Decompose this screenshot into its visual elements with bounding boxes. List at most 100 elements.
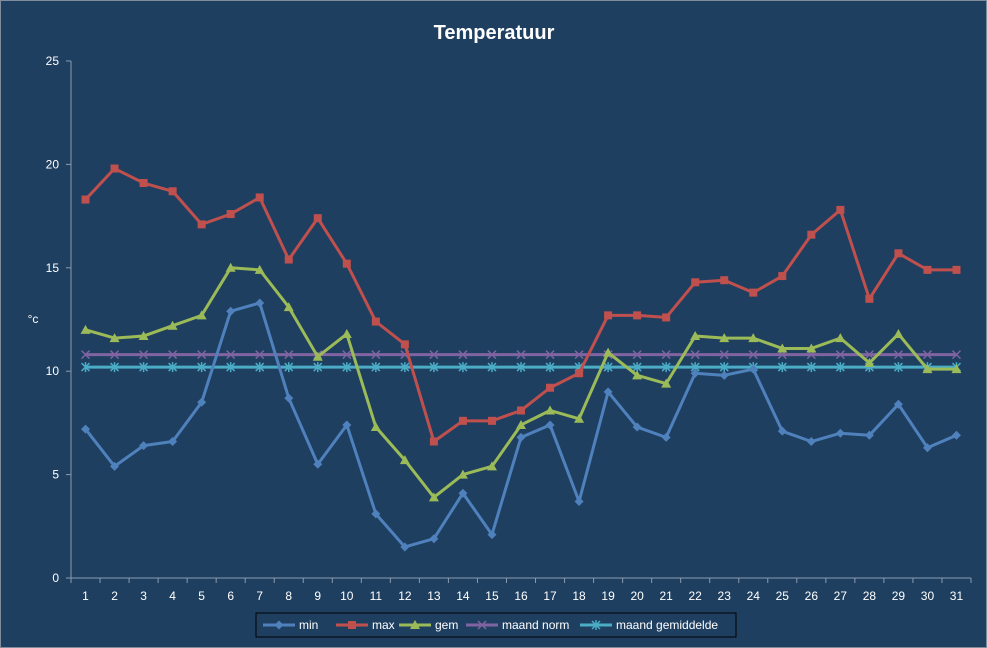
data-point-max [575, 369, 584, 378]
data-point-max [807, 230, 816, 239]
y-tick-label: 20 [46, 157, 60, 171]
data-point-max [546, 383, 555, 392]
data-point-gem [806, 343, 817, 353]
y-tick-label: 25 [46, 54, 60, 68]
legend-marker [348, 621, 356, 629]
legend-entry-gem: gem [399, 618, 458, 632]
data-point-min [400, 542, 410, 552]
data-point-gem [603, 347, 614, 357]
data-point-maand-gemiddelde [661, 362, 671, 373]
x-tick-label: 6 [227, 589, 234, 603]
data-point-max [691, 278, 700, 287]
data-point-gem [399, 455, 410, 465]
data-point-min [690, 368, 700, 378]
data-point-gem [719, 333, 730, 343]
legend-label: maand norm [502, 618, 569, 632]
data-point-max [284, 255, 293, 264]
data-point-max [836, 205, 845, 214]
data-point-max [429, 437, 438, 446]
series-line-max [84, 167, 957, 444]
x-tick-label: 11 [370, 589, 383, 603]
data-point-maand-norm [690, 350, 700, 360]
data-point-min [951, 430, 961, 440]
x-tick-label: 16 [514, 589, 528, 603]
x-tick-label: 8 [285, 589, 292, 603]
data-point-max [662, 313, 671, 322]
data-point-max [371, 317, 380, 326]
data-point-gem [428, 492, 439, 502]
data-point-maand-gemiddelde [835, 362, 845, 373]
data-point-min [864, 430, 874, 440]
x-tick-label: 10 [340, 589, 354, 603]
data-point-maand-norm [661, 350, 671, 360]
data-point-maand-gemiddelde [168, 362, 178, 373]
data-point-maand-norm [80, 350, 91, 360]
data-point-gem [893, 328, 904, 338]
data-point-gem [951, 364, 962, 374]
data-point-min [313, 459, 323, 469]
data-point-max [400, 340, 409, 349]
data-point-max [952, 265, 961, 274]
data-point-maand-norm [255, 350, 265, 360]
axes [66, 60, 972, 583]
data-point-max [458, 416, 467, 425]
data-point-max [633, 311, 642, 320]
y-tick-label: 10 [46, 364, 60, 378]
data-point-max [749, 288, 758, 297]
data-point-gem [864, 357, 875, 367]
legend-marker [274, 620, 284, 630]
series-line-gem [85, 266, 957, 499]
legend-label: gem [435, 618, 458, 632]
x-tick-label: 31 [950, 589, 964, 603]
legend-entry-max: max [336, 618, 395, 632]
data-point-maand-gemiddelde [603, 362, 613, 373]
data-point-max [197, 220, 206, 229]
data-point-max [168, 187, 177, 196]
legend-label: maand gemiddelde [616, 618, 718, 632]
legend: min max gem maand norm maand gemiddelde [255, 612, 737, 638]
data-point-maand-norm [226, 350, 236, 360]
data-point-maand-gemiddelde [313, 362, 323, 373]
data-point-gem [341, 328, 352, 338]
data-point-maand-norm [835, 350, 845, 360]
x-tick-label: 19 [601, 589, 615, 603]
legend-label: min [299, 618, 318, 632]
data-point-gem [661, 378, 672, 388]
data-point-min [603, 387, 613, 397]
series-gem [80, 262, 962, 502]
x-tick-label: 12 [398, 589, 412, 603]
data-point-max [517, 406, 525, 415]
data-point-maand-gemiddelde [458, 362, 468, 373]
data-point-gem [254, 264, 265, 274]
legend-entry-maand-norm: maand norm [466, 618, 569, 632]
data-point-min [835, 428, 845, 438]
x-tick-label: 9 [314, 589, 321, 603]
data-point-min [545, 420, 555, 430]
data-point-maand-gemiddelde [226, 362, 236, 373]
data-point-maand-norm [371, 350, 381, 360]
data-point-max [923, 265, 932, 274]
series-max [81, 164, 961, 446]
data-point-gem [486, 461, 497, 471]
data-point-max [604, 311, 613, 320]
data-point-min [777, 426, 787, 436]
data-point-min [458, 488, 468, 498]
x-tick-label: 15 [485, 589, 499, 603]
x-tick-label: 26 [805, 589, 819, 603]
chart-title: Temperatuur [434, 22, 555, 44]
y-tick-label: 5 [52, 468, 59, 482]
data-point-min [719, 370, 729, 380]
series-min [81, 298, 961, 552]
data-point-maand-norm [139, 350, 149, 360]
data-point-min [516, 432, 526, 442]
data-point-maand-norm [545, 350, 555, 360]
data-point-maand-norm [951, 350, 962, 360]
data-point-maand-gemiddelde [400, 362, 410, 373]
x-tick-label: 23 [718, 589, 732, 603]
x-tick-labels: 1 2 3 4 5 6 7 8 9 10 11 12 13 14 15 16 17 18 19 20 21 22 23 24 2… [82, 589, 963, 603]
x-tick-label: 3 [140, 589, 147, 603]
data-point-max [865, 294, 874, 303]
x-tick-label: 28 [863, 589, 877, 603]
data-point-min [168, 437, 178, 447]
